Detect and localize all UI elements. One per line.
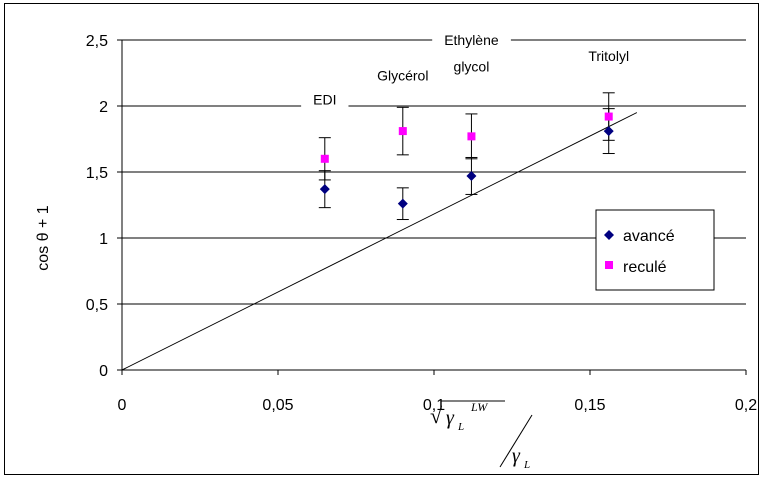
y-tick-label-3: 1,5	[86, 165, 108, 182]
y-tick-label-4: 2	[99, 99, 108, 116]
axes	[117, 39, 747, 375]
annotation-label-3: glycol	[454, 58, 490, 74]
annotation-backdrop-1	[365, 65, 441, 86]
y-tick-label-0: 0	[99, 363, 108, 380]
marker-avance-3	[603, 126, 614, 137]
data-markers	[319, 112, 614, 209]
annotation-backdrop-0	[301, 89, 349, 110]
marker-recule-3	[604, 112, 613, 121]
x-axis-label-fraction-slash	[499, 414, 533, 468]
x-axis-label-numerator-sub: L	[457, 421, 464, 433]
reference-line	[121, 112, 638, 371]
x-axis-label-numerator-gamma: γ	[446, 407, 455, 429]
x-tick-label-2: 0,1	[423, 397, 445, 414]
x-axis-label-denominator-gamma: γ	[512, 445, 521, 467]
annotation-backdrop-2	[432, 30, 511, 50]
legend-marker-avance	[604, 230, 614, 240]
marker-avance-0	[319, 184, 330, 195]
x-axis-label-numerator-sup: LW	[470, 400, 488, 414]
annotation-backdrop-4	[576, 45, 642, 66]
marker-avance-1	[397, 198, 408, 209]
y-tick-label-5: 2,5	[86, 33, 108, 50]
x-tick-label-4: 0,2	[735, 397, 757, 414]
annotation-label-1: Glycérol	[377, 68, 428, 84]
y-tick-label-2: 1	[99, 231, 108, 248]
annotations: EDI Glycérol Ethylène glycol Tritolyl	[301, 30, 642, 110]
annotation-label-2: Ethylène	[444, 32, 499, 48]
annotation-label-0: EDI	[313, 91, 336, 107]
legend-label-avance: avancé	[623, 228, 675, 245]
x-axis-label-denominator-sub: L	[523, 459, 530, 471]
reference-line-group	[121, 112, 638, 371]
marker-recule-1	[398, 127, 407, 136]
annotation-label-4: Tritolyl	[588, 48, 629, 64]
legend-box	[595, 209, 715, 291]
marker-recule-2	[467, 132, 476, 141]
x-tick-label-3: 0,15	[574, 397, 605, 414]
x-tick-label-1: 0,05	[262, 397, 293, 414]
annotation-backdrop-3	[441, 56, 502, 77]
marker-recule-0	[320, 154, 329, 163]
y-axis-label: cos θ + 1	[35, 205, 52, 270]
marker-avance-2	[466, 170, 477, 181]
tick-labels: 0 0,5 1 1,5 2 2,5 0 0,05 0,1 0,15 0,2	[86, 33, 757, 414]
x-axis-label-sqrt: √	[430, 403, 443, 428]
x-axis-label: √ γ L LW γ L	[430, 400, 533, 471]
legend-marker-recule	[605, 261, 613, 269]
legend: avancé reculé	[595, 209, 715, 291]
error-bars	[318, 92, 615, 221]
legend-label-recule: reculé	[623, 259, 667, 276]
y-tick-label-1: 0,5	[86, 297, 108, 314]
x-tick-label-0: 0	[118, 397, 127, 414]
